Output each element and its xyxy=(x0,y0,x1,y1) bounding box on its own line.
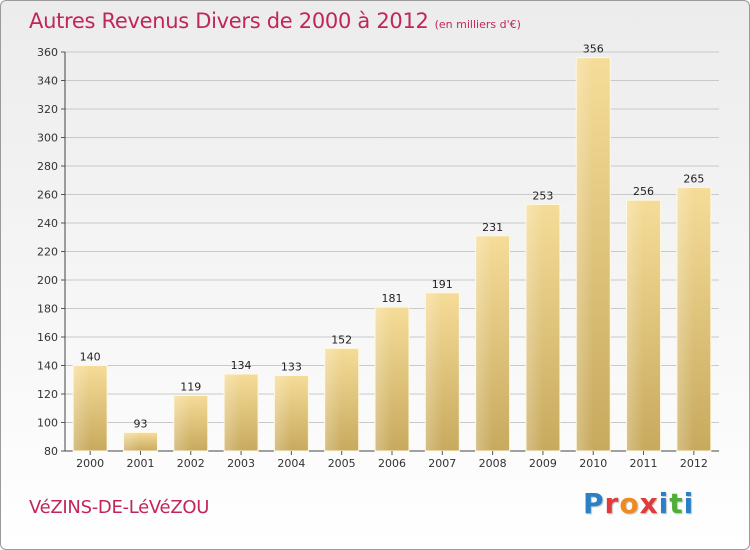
x-tick-labels: 2000 2001 2002 2003 2004 2005 2006 2007 2008 2009… xyxy=(76,451,708,470)
data-label: 140 xyxy=(80,351,101,364)
bar-highlight xyxy=(525,204,543,451)
bars xyxy=(72,57,712,452)
y-tick-label: 80 xyxy=(44,445,58,458)
commune-name: VéZINS-DE-LéVéZOU xyxy=(29,497,210,518)
data-label: 119 xyxy=(180,380,201,393)
y-tick-label: 340 xyxy=(37,75,58,88)
data-labels: 140 93 119 134 133 152 181 191 231 253 356 256 265 xyxy=(80,43,705,431)
y-tick-label: 100 xyxy=(37,417,58,430)
data-label: 253 xyxy=(532,189,553,202)
bar-highlight xyxy=(173,395,191,451)
logo-letter: t xyxy=(669,487,684,520)
y-tick-label: 260 xyxy=(37,189,58,202)
bar-highlight xyxy=(375,307,392,451)
bar-highlight xyxy=(73,365,91,451)
y-tick-label: 320 xyxy=(37,103,58,116)
y-tick-label: 240 xyxy=(37,217,58,230)
bar-highlight xyxy=(626,200,644,451)
data-label: 191 xyxy=(432,278,453,291)
y-tick-label: 300 xyxy=(37,132,58,145)
logo-letter: o xyxy=(619,487,640,520)
x-tick-label: 2002 xyxy=(177,457,205,470)
data-label: 256 xyxy=(633,185,654,198)
bar-highlight xyxy=(676,187,694,451)
x-tick-label: 2009 xyxy=(529,457,557,470)
bar-highlight xyxy=(224,374,242,451)
y-tick-label: 160 xyxy=(37,331,58,344)
data-label: 265 xyxy=(683,172,704,185)
x-tick-label: 2012 xyxy=(680,457,708,470)
chart-title: Autres Revenus Divers de 2000 à 2012 (en … xyxy=(29,9,521,33)
logo-letter: i xyxy=(683,487,695,520)
logo-letter: r xyxy=(604,487,620,520)
x-tick-label: 2008 xyxy=(479,457,507,470)
x-tick-label: 2000 xyxy=(76,457,104,470)
logo-letter: P xyxy=(583,487,605,520)
x-tick-label: 2007 xyxy=(428,457,456,470)
x-tick-label: 2001 xyxy=(126,457,154,470)
title-main: Autres Revenus Divers de 2000 à 2012 xyxy=(29,9,429,33)
x-tick-label: 2006 xyxy=(378,457,406,470)
x-tick-label: 2005 xyxy=(328,457,356,470)
logo-letter: x xyxy=(639,487,659,520)
data-label: 231 xyxy=(482,221,503,234)
y-tick-label: 360 xyxy=(37,46,58,59)
bar-highlight xyxy=(576,57,594,451)
bar-highlight xyxy=(274,375,292,451)
y-tick-labels: 80 100 120 140 160 180 200 220 240 260 280 300 320 34… xyxy=(37,46,58,458)
y-tick-label: 140 xyxy=(37,360,58,373)
logo-letter: i xyxy=(658,487,670,520)
data-label: 356 xyxy=(583,43,604,56)
y-tick-label: 120 xyxy=(37,388,58,401)
x-tick-label: 2011 xyxy=(630,457,658,470)
y-tick-label: 180 xyxy=(37,303,58,316)
y-tick-label: 200 xyxy=(37,274,58,287)
data-label: 93 xyxy=(133,417,147,430)
x-tick-label: 2003 xyxy=(227,457,255,470)
y-tick-label: 280 xyxy=(37,160,58,173)
x-tick-label: 2010 xyxy=(579,457,607,470)
data-label: 181 xyxy=(382,292,403,305)
bar-highlight xyxy=(475,235,493,451)
data-label: 152 xyxy=(331,333,352,346)
title-unit: (en milliers d'€) xyxy=(434,18,521,31)
bar-highlight xyxy=(324,348,342,451)
proxiti-logo: Proxiti xyxy=(583,487,694,520)
y-tick-label: 220 xyxy=(37,246,58,259)
bar-highlight xyxy=(123,432,141,451)
x-tick-label: 2004 xyxy=(277,457,305,470)
bar-highlight xyxy=(425,292,443,451)
data-label: 134 xyxy=(231,359,252,372)
data-label: 133 xyxy=(281,360,302,373)
